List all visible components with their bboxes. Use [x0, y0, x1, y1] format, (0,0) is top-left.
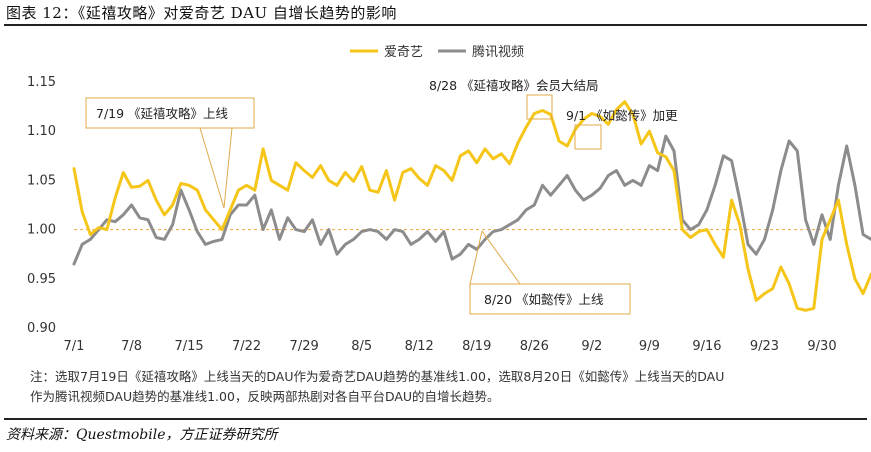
annotation-ruyi-launch-leader-1 — [469, 230, 483, 285]
x-tick-label: 7/22 — [232, 339, 261, 354]
annotation-ruyi-extra: 9/1 《如懿传》加更 — [566, 108, 678, 150]
x-tick-label: 9/9 — [639, 339, 660, 354]
annotation-ruyi-launch-leader-2 — [481, 230, 521, 285]
y-tick-label: 1.00 — [27, 223, 56, 238]
x-tick-label: 8/26 — [520, 339, 549, 354]
legend-label-tencent: 腾讯视频 — [472, 44, 524, 60]
annotation-yanxi-launch: 7/19 《延禧攻略》上线 — [85, 97, 255, 209]
x-tick-label: 9/16 — [692, 339, 721, 354]
x-tick-label: 9/23 — [750, 339, 779, 354]
x-tick-label: 7/1 — [64, 339, 85, 354]
y-tick-label: 1.15 — [27, 75, 56, 90]
legend-label-iqiyi: 爱奇艺 — [384, 44, 423, 60]
chart-svg: 爱奇艺 腾讯视频 1.15 1.10 1.05 1.00 0.95 0.90 7/1 7/8… — [27, 44, 871, 404]
figure-title: 图表 12：《延禧攻略》对爱奇艺 DAU 自增长趋势的影响 — [6, 4, 397, 22]
legend: 爱奇艺 腾讯视频 — [350, 44, 524, 60]
chart: 爱奇艺 腾讯视频 1.15 1.10 1.05 1.00 0.95 0.90 7/1 7/8… — [0, 28, 871, 413]
x-tick-label: 8/5 — [351, 339, 372, 354]
series-line-iqiyi — [72, 100, 871, 312]
annotation-yanxi-launch-leader-1 — [223, 127, 233, 209]
x-tick-label: 7/29 — [290, 339, 319, 354]
bottom-rule — [4, 418, 867, 420]
annotation-yanxi-finale-box — [526, 94, 553, 120]
y-tick-label: 0.90 — [27, 321, 56, 336]
annotation-yanxi-finale-text: 8/28 《延禧攻略》会员大结局 — [429, 78, 599, 93]
annotation-ruyi-extra-box — [574, 124, 602, 150]
x-tick-label: 8/19 — [462, 339, 491, 354]
chart-note-line-1: 注：选取7月19日《延禧攻略》上线当天的DAU作为爱奇艺DAU趋势的基准线1.0… — [30, 369, 724, 384]
annotation-yanxi-launch-leader-2 — [199, 127, 225, 209]
annotation-yanxi-finale: 8/28 《延禧攻略》会员大结局 — [429, 78, 599, 120]
y-tick-label: 1.10 — [27, 124, 56, 139]
annotation-ruyi-launch: 8/20 《如懿传》上线 — [469, 230, 631, 315]
x-tick-label: 7/8 — [121, 339, 142, 354]
y-tick-label: 1.05 — [27, 173, 56, 188]
x-tick-label: 9/2 — [581, 339, 602, 354]
annotation-ruyi-extra-text: 9/1 《如懿传》加更 — [566, 108, 678, 123]
chart-note-line-2: 作为腾讯视频DAU趋势的基准线1.00，反映两部热剧对各自平台DAU的自增长趋势… — [30, 389, 500, 404]
y-axis-ticks: 1.15 1.10 1.05 1.00 0.95 0.90 — [27, 75, 56, 336]
annotation-yanxi-launch-text: 7/19 《延禧攻略》上线 — [96, 106, 229, 121]
source-note: 资料来源：Questmobile，方正证券研究所 — [6, 427, 278, 443]
series-line-tencent — [72, 134, 871, 266]
y-tick-label: 0.95 — [27, 272, 56, 287]
x-tick-label: 9/30 — [807, 339, 836, 354]
annotation-ruyi-launch-text: 8/20 《如懿传》上线 — [484, 292, 604, 307]
x-tick-label: 7/15 — [174, 339, 203, 354]
x-axis-ticks: 7/1 7/8 7/15 7/22 7/29 8/5 8/12 8/19 8/26 9/2 9/9 9… — [64, 339, 837, 354]
x-tick-label: 8/12 — [405, 339, 434, 354]
top-rule — [4, 24, 867, 26]
